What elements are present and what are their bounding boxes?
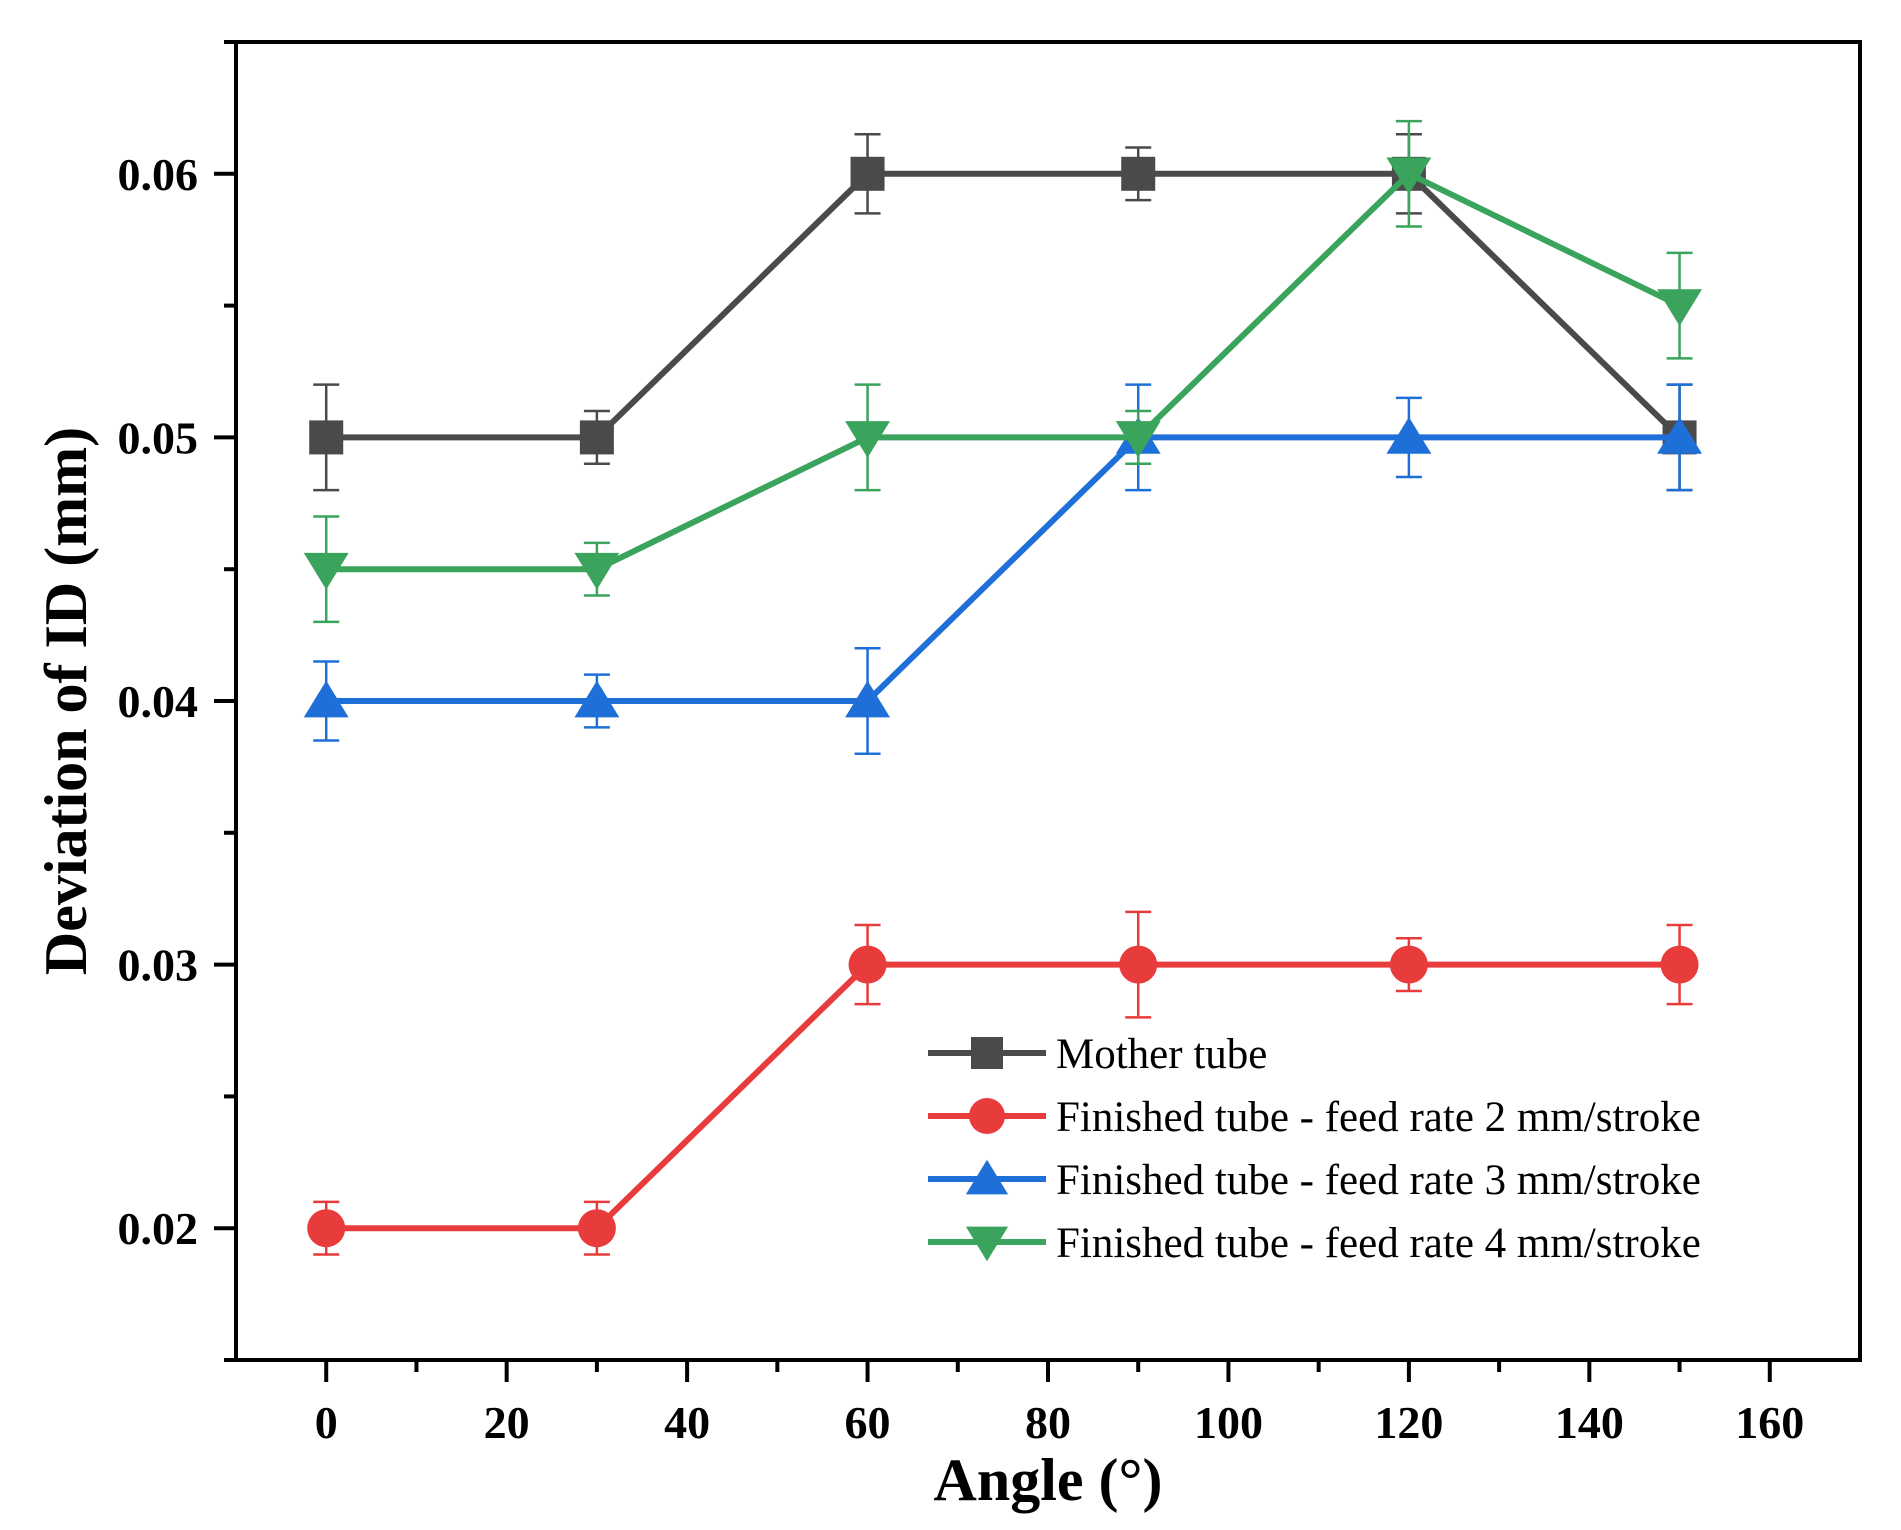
series-3 — [303, 383, 1702, 755]
legend: Mother tube Finished tube - feed rate 2 m… — [928, 1031, 1701, 1267]
data-point — [845, 680, 890, 718]
legend-item: Finished tube - feed rate 3 mm/stroke — [928, 1157, 1701, 1204]
data-point — [1115, 421, 1161, 458]
data-point — [1386, 157, 1432, 195]
data-point — [1660, 945, 1699, 984]
data-point — [850, 156, 885, 191]
data-point — [579, 420, 614, 455]
data-point — [1121, 156, 1156, 191]
y-tick-label: 0.04 — [118, 676, 199, 727]
legend-marker — [971, 1037, 1003, 1069]
legend-item: Finished tube - feed rate 2 mm/stroke — [928, 1094, 1701, 1141]
legend-marker — [969, 1098, 1005, 1134]
series-line — [326, 961, 1680, 1232]
x-tick-label: 120 — [1374, 1397, 1443, 1448]
legend-label: Mother tube — [1056, 1031, 1267, 1078]
data-point — [1389, 945, 1428, 984]
y-axis-title: Deviation of ID (mm) — [33, 427, 99, 975]
y-tick-label: 0.05 — [118, 412, 199, 463]
series-2 — [307, 910, 1699, 1256]
legend-marker — [965, 1159, 1009, 1195]
x-tick-label: 100 — [1194, 1397, 1263, 1448]
data-point — [848, 945, 887, 984]
legend-label: Finished tube - feed rate 4 mm/stroke — [1056, 1220, 1701, 1267]
data-point — [307, 1209, 346, 1248]
legend-label: Finished tube - feed rate 3 mm/stroke — [1056, 1157, 1701, 1204]
legend-label: Finished tube - feed rate 2 mm/stroke — [1056, 1094, 1701, 1141]
series-line — [326, 170, 1681, 573]
data-point — [1386, 417, 1432, 454]
x-tick-label: 0 — [315, 1397, 338, 1448]
series-line — [326, 434, 1680, 704]
data-point — [1119, 945, 1158, 984]
data-point — [309, 420, 344, 455]
data-point — [574, 552, 620, 590]
data-point — [303, 680, 349, 718]
legend-marker — [965, 1226, 1009, 1262]
x-axis-title: Angle (°) — [934, 1447, 1163, 1513]
x-tick-label: 20 — [484, 1397, 530, 1448]
data-point — [1657, 417, 1702, 454]
series-line — [326, 170, 1682, 441]
x-tick-label: 40 — [664, 1397, 710, 1448]
x-tick-label: 60 — [845, 1397, 891, 1448]
data-point — [577, 1209, 616, 1248]
legend-item: Finished tube - feed rate 4 mm/stroke — [928, 1220, 1701, 1267]
x-tick-label: 160 — [1735, 1397, 1804, 1448]
x-tick-label: 80 — [1025, 1397, 1071, 1448]
y-tick-label: 0.02 — [118, 1203, 199, 1254]
data-point — [574, 680, 620, 718]
legend-item: Mother tube — [928, 1031, 1267, 1078]
data-point — [845, 421, 890, 458]
y-tick-label: 0.06 — [118, 149, 199, 200]
data-point — [303, 552, 349, 590]
x-tick-label: 140 — [1555, 1397, 1624, 1448]
series-4 — [303, 119, 1702, 624]
data-point — [1657, 289, 1702, 326]
y-tick-label: 0.03 — [118, 940, 199, 991]
